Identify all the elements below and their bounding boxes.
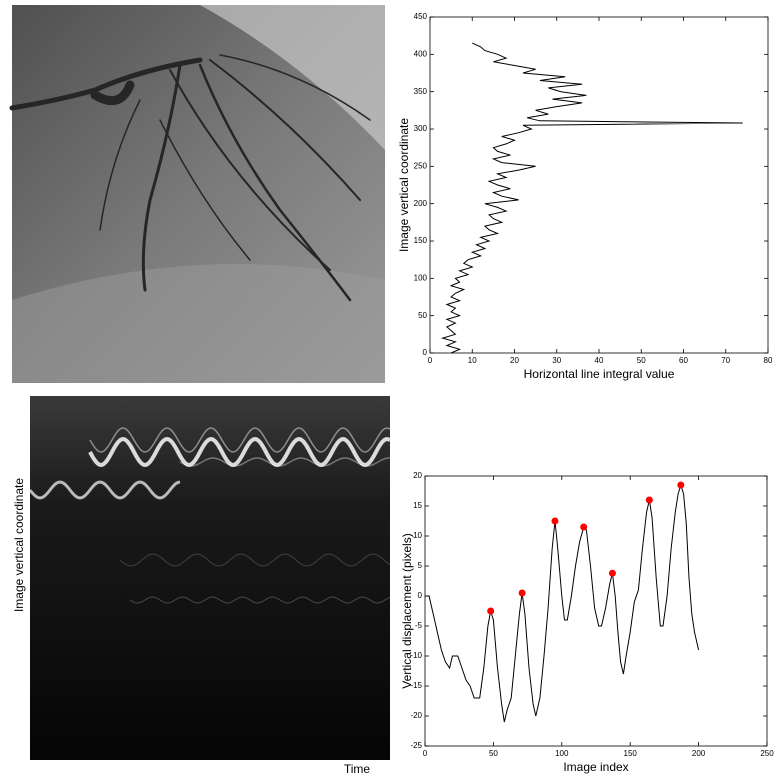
plot-frame	[424, 475, 768, 747]
y-tick-label: 0	[423, 348, 428, 357]
x-tick-label: 50	[489, 749, 498, 758]
peak-marker	[580, 523, 588, 531]
kymograph-trace	[179, 457, 390, 467]
y-tick-label: 300	[414, 124, 428, 133]
y-tick-label: 150	[414, 236, 428, 245]
y-tick-label: 100	[414, 273, 428, 282]
x-tick-label: 250	[760, 749, 774, 758]
y-axis-label: Vertical displacement (pixels)	[400, 533, 414, 688]
y-tick-label: -15	[410, 681, 422, 690]
y-tick-label: 5	[418, 561, 423, 570]
x-tick-label: 50	[637, 356, 646, 365]
kymograph-trace	[129, 596, 391, 604]
kymograph-trace	[89, 427, 391, 453]
peak-marker	[487, 607, 495, 615]
y-tick-label: -20	[410, 711, 422, 720]
peak-marker	[608, 569, 616, 577]
x-tick-label: 30	[552, 356, 561, 365]
x-tick-label: 70	[721, 356, 730, 365]
x-tick-label: 20	[510, 356, 519, 365]
y-tick-label: -10	[410, 651, 422, 660]
x-tick-label: 10	[468, 356, 477, 365]
y-tick-label: 200	[414, 199, 428, 208]
peak-marker	[518, 589, 526, 597]
y-tick-label: 400	[414, 49, 428, 58]
kymograph-image	[28, 396, 391, 760]
y-tick-label: 10	[413, 531, 422, 540]
kymograph-x-label: Time	[344, 762, 371, 776]
x-tick-label: 200	[692, 749, 706, 758]
x-tick-label: 40	[595, 356, 604, 365]
x-tick-label: 60	[679, 356, 688, 365]
x-axis-label: Image index	[563, 760, 628, 774]
y-tick-label: 20	[413, 471, 422, 480]
y-tick-label: 450	[414, 12, 428, 21]
kymograph-y-label: Image vertical coordinate	[12, 478, 26, 612]
y-tick-label: 250	[414, 161, 428, 170]
x-tick-label: 100	[555, 749, 569, 758]
y-tick-label: -25	[410, 741, 422, 750]
y-tick-label: 0	[418, 591, 423, 600]
y-tick-label: -5	[415, 621, 423, 630]
x-axis-label: Horizontal line integral value	[524, 367, 675, 381]
plot-frame	[429, 16, 769, 354]
peak-marker	[551, 517, 559, 525]
peak-marker	[645, 496, 653, 504]
x-tick-label: 80	[764, 356, 773, 365]
data-line	[425, 483, 700, 723]
kymograph-trace	[28, 480, 181, 500]
x-tick-label: 150	[624, 749, 638, 758]
kymograph-trace	[119, 553, 391, 567]
kymograph-trace	[88, 437, 391, 467]
y-tick-label: 15	[413, 501, 422, 510]
x-tick-label: 0	[423, 749, 428, 758]
y-tick-label: 50	[418, 311, 427, 320]
y-axis-label: Image vertical coordinate	[397, 118, 411, 252]
angiogram-image	[9, 5, 385, 383]
data-line	[440, 42, 743, 354]
peak-marker	[677, 481, 685, 489]
y-tick-label: 350	[414, 87, 428, 96]
x-tick-label: 0	[428, 356, 433, 365]
